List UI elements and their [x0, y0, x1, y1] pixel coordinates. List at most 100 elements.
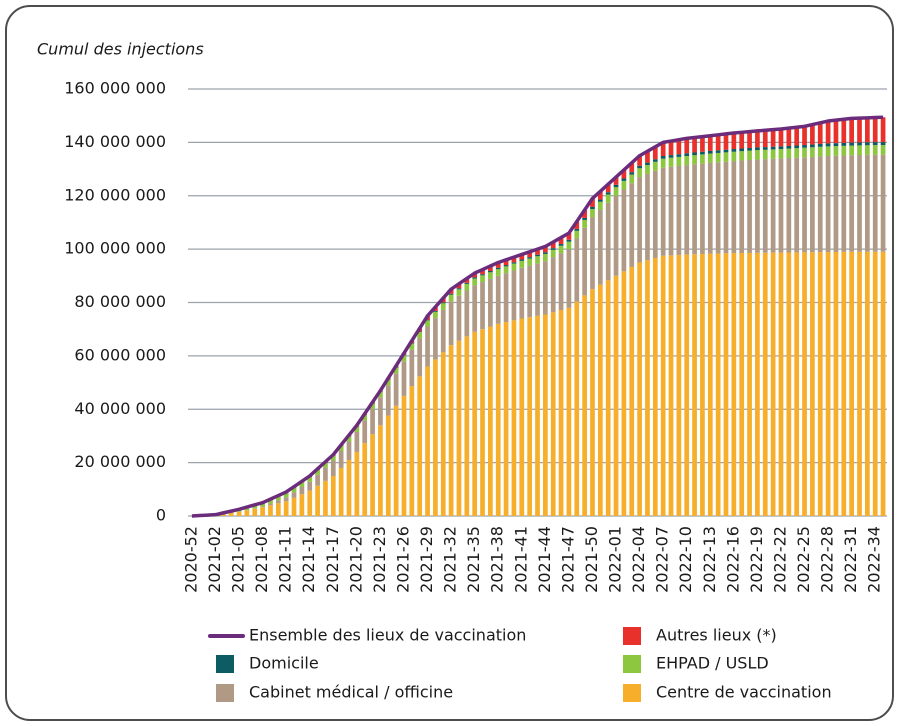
- bar-segment: [700, 163, 705, 254]
- bar-segment: [597, 201, 603, 210]
- bar-segment: [865, 142, 870, 146]
- x-tick-label: 2021-20: [346, 526, 365, 593]
- x-tick-label: 2021-32: [441, 526, 460, 593]
- bar-segment: [660, 155, 666, 159]
- bar-segment: [362, 420, 368, 444]
- bar-segment: [480, 282, 485, 330]
- y-tick-label: 100 000 000: [64, 239, 166, 258]
- bar-segment: [755, 159, 760, 253]
- bar-segment: [637, 165, 642, 169]
- bar-segment: [425, 326, 430, 367]
- bar-segment: [715, 152, 721, 163]
- x-tick-label: 2022-19: [747, 526, 766, 593]
- bar-segment: [692, 254, 697, 516]
- bar-segment: [550, 242, 556, 249]
- bar-segment: [872, 154, 878, 252]
- bar-segment: [621, 178, 627, 181]
- bar-segment: [849, 251, 855, 516]
- bar-segment: [621, 169, 627, 179]
- bar-segment: [660, 158, 666, 168]
- bar-segment: [456, 283, 462, 289]
- bar-segment: [417, 331, 423, 333]
- bar-segment: [425, 366, 430, 516]
- bar-segment: [542, 314, 548, 516]
- bar-segment: [770, 252, 776, 516]
- bar-segment: [590, 206, 595, 210]
- bar-segment: [519, 259, 525, 261]
- bar-segment: [872, 251, 878, 516]
- bar-segment: [857, 118, 862, 143]
- bar-segment: [291, 492, 297, 498]
- bar-segment: [260, 503, 265, 507]
- bar-segment: [597, 191, 603, 200]
- bar-segment: [676, 165, 682, 255]
- bar-segment: [307, 481, 313, 491]
- bar-segment: [542, 252, 548, 254]
- bar-segment: [723, 152, 729, 162]
- bar-segment: [833, 155, 839, 252]
- bar-segment: [652, 159, 658, 162]
- bar-segment: [252, 508, 258, 516]
- bar-segment: [495, 269, 501, 276]
- x-tick-label: 2022-13: [700, 526, 719, 593]
- bar-segment: [574, 221, 580, 229]
- bar-segment: [700, 151, 705, 155]
- bar-segment: [645, 151, 650, 163]
- bar-segment: [425, 319, 430, 321]
- bar-segment: [817, 143, 823, 147]
- bar-segment: [652, 146, 658, 160]
- bar-segment: [480, 275, 485, 283]
- bar-segment: [707, 253, 713, 517]
- bar-segment: [605, 184, 611, 193]
- bar-segment: [558, 253, 564, 311]
- y-tick-label: 140 000 000: [64, 132, 166, 151]
- bar-segment: [802, 252, 807, 516]
- bar-segment: [252, 505, 258, 509]
- bar-segment: [393, 373, 399, 406]
- bar-segment: [448, 293, 454, 295]
- bar-segment: [692, 164, 697, 255]
- bar-segment: [291, 487, 297, 493]
- bar-segment: [645, 162, 650, 166]
- bar-segment: [590, 289, 595, 516]
- bar-segment: [550, 248, 556, 250]
- bar-segment: [268, 499, 273, 504]
- bar-segment: [582, 217, 587, 220]
- bar-segment: [566, 239, 572, 242]
- bar-segment: [433, 311, 438, 319]
- bar-segment: [841, 155, 847, 252]
- x-tick-label: 2021-23: [370, 526, 389, 593]
- y-tick-label: 0: [156, 506, 166, 525]
- bar-segment: [810, 156, 815, 253]
- bar-segment: [755, 150, 760, 160]
- bar-segment: [346, 441, 352, 460]
- bar-segment: [857, 145, 862, 155]
- bar-segment: [747, 147, 752, 151]
- bar-segment: [511, 262, 517, 264]
- bar-segment: [503, 259, 509, 266]
- bar-segment: [762, 149, 768, 160]
- bars: [197, 117, 886, 517]
- bar-segment: [825, 252, 831, 517]
- bar-segment: [872, 117, 878, 143]
- bar-segment: [684, 254, 690, 516]
- bar-segment: [330, 455, 336, 461]
- x-tick-label: 2021-08: [252, 526, 271, 593]
- bar-segment: [723, 253, 729, 516]
- bar-segment: [574, 301, 580, 516]
- bar-segment: [480, 269, 485, 275]
- bar-segment: [865, 145, 870, 155]
- x-tick-label: 2021-44: [535, 526, 554, 593]
- bar-segment: [275, 503, 281, 516]
- bar-segment: [527, 265, 533, 318]
- bar-segment: [370, 408, 375, 435]
- bar-segment: [755, 130, 760, 148]
- bar-segment: [362, 415, 368, 421]
- bar-segment: [700, 154, 705, 164]
- bar-segment: [755, 252, 760, 516]
- bar-segment: [770, 158, 776, 253]
- bar-segment: [629, 162, 635, 173]
- bar-segment: [464, 336, 470, 516]
